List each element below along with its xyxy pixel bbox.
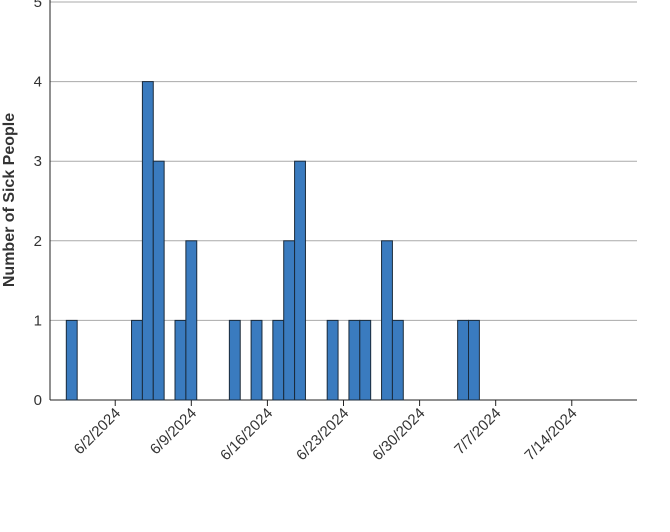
bar bbox=[348, 319, 361, 401]
bar bbox=[457, 319, 470, 401]
x-tick-label: 6/23/2024 bbox=[293, 405, 352, 464]
bar bbox=[131, 319, 143, 401]
bar bbox=[185, 240, 198, 401]
x-tick-label: 6/30/2024 bbox=[369, 405, 428, 464]
x-tick-label: 7/7/2024 bbox=[451, 405, 504, 458]
x-tick-label: 6/16/2024 bbox=[217, 405, 276, 464]
bar bbox=[250, 319, 263, 401]
bar bbox=[283, 240, 296, 401]
y-tick-label: 0 bbox=[34, 392, 42, 409]
x-tick-label: 7/14/2024 bbox=[521, 405, 580, 464]
bar bbox=[468, 319, 480, 401]
bar bbox=[152, 160, 165, 401]
y-tick-label: 1 bbox=[34, 312, 42, 329]
y-tick-label: 3 bbox=[34, 153, 42, 170]
bar bbox=[65, 319, 78, 401]
bar bbox=[272, 319, 285, 401]
x-tick-label: 6/2/2024 bbox=[71, 405, 124, 458]
bar bbox=[294, 160, 306, 401]
x-tick-label: 6/9/2024 bbox=[147, 405, 200, 458]
bar bbox=[391, 319, 404, 401]
y-tick-label: 4 bbox=[34, 74, 42, 91]
bar bbox=[359, 319, 372, 401]
bar bbox=[174, 319, 187, 401]
y-axis-label: Number of Sick People bbox=[1, 113, 18, 287]
bar bbox=[326, 319, 339, 401]
bar bbox=[381, 240, 393, 401]
bar bbox=[141, 81, 154, 401]
y-tick-label: 2 bbox=[34, 233, 42, 250]
y-tick-label: 5 bbox=[34, 0, 42, 11]
bar bbox=[228, 319, 241, 401]
